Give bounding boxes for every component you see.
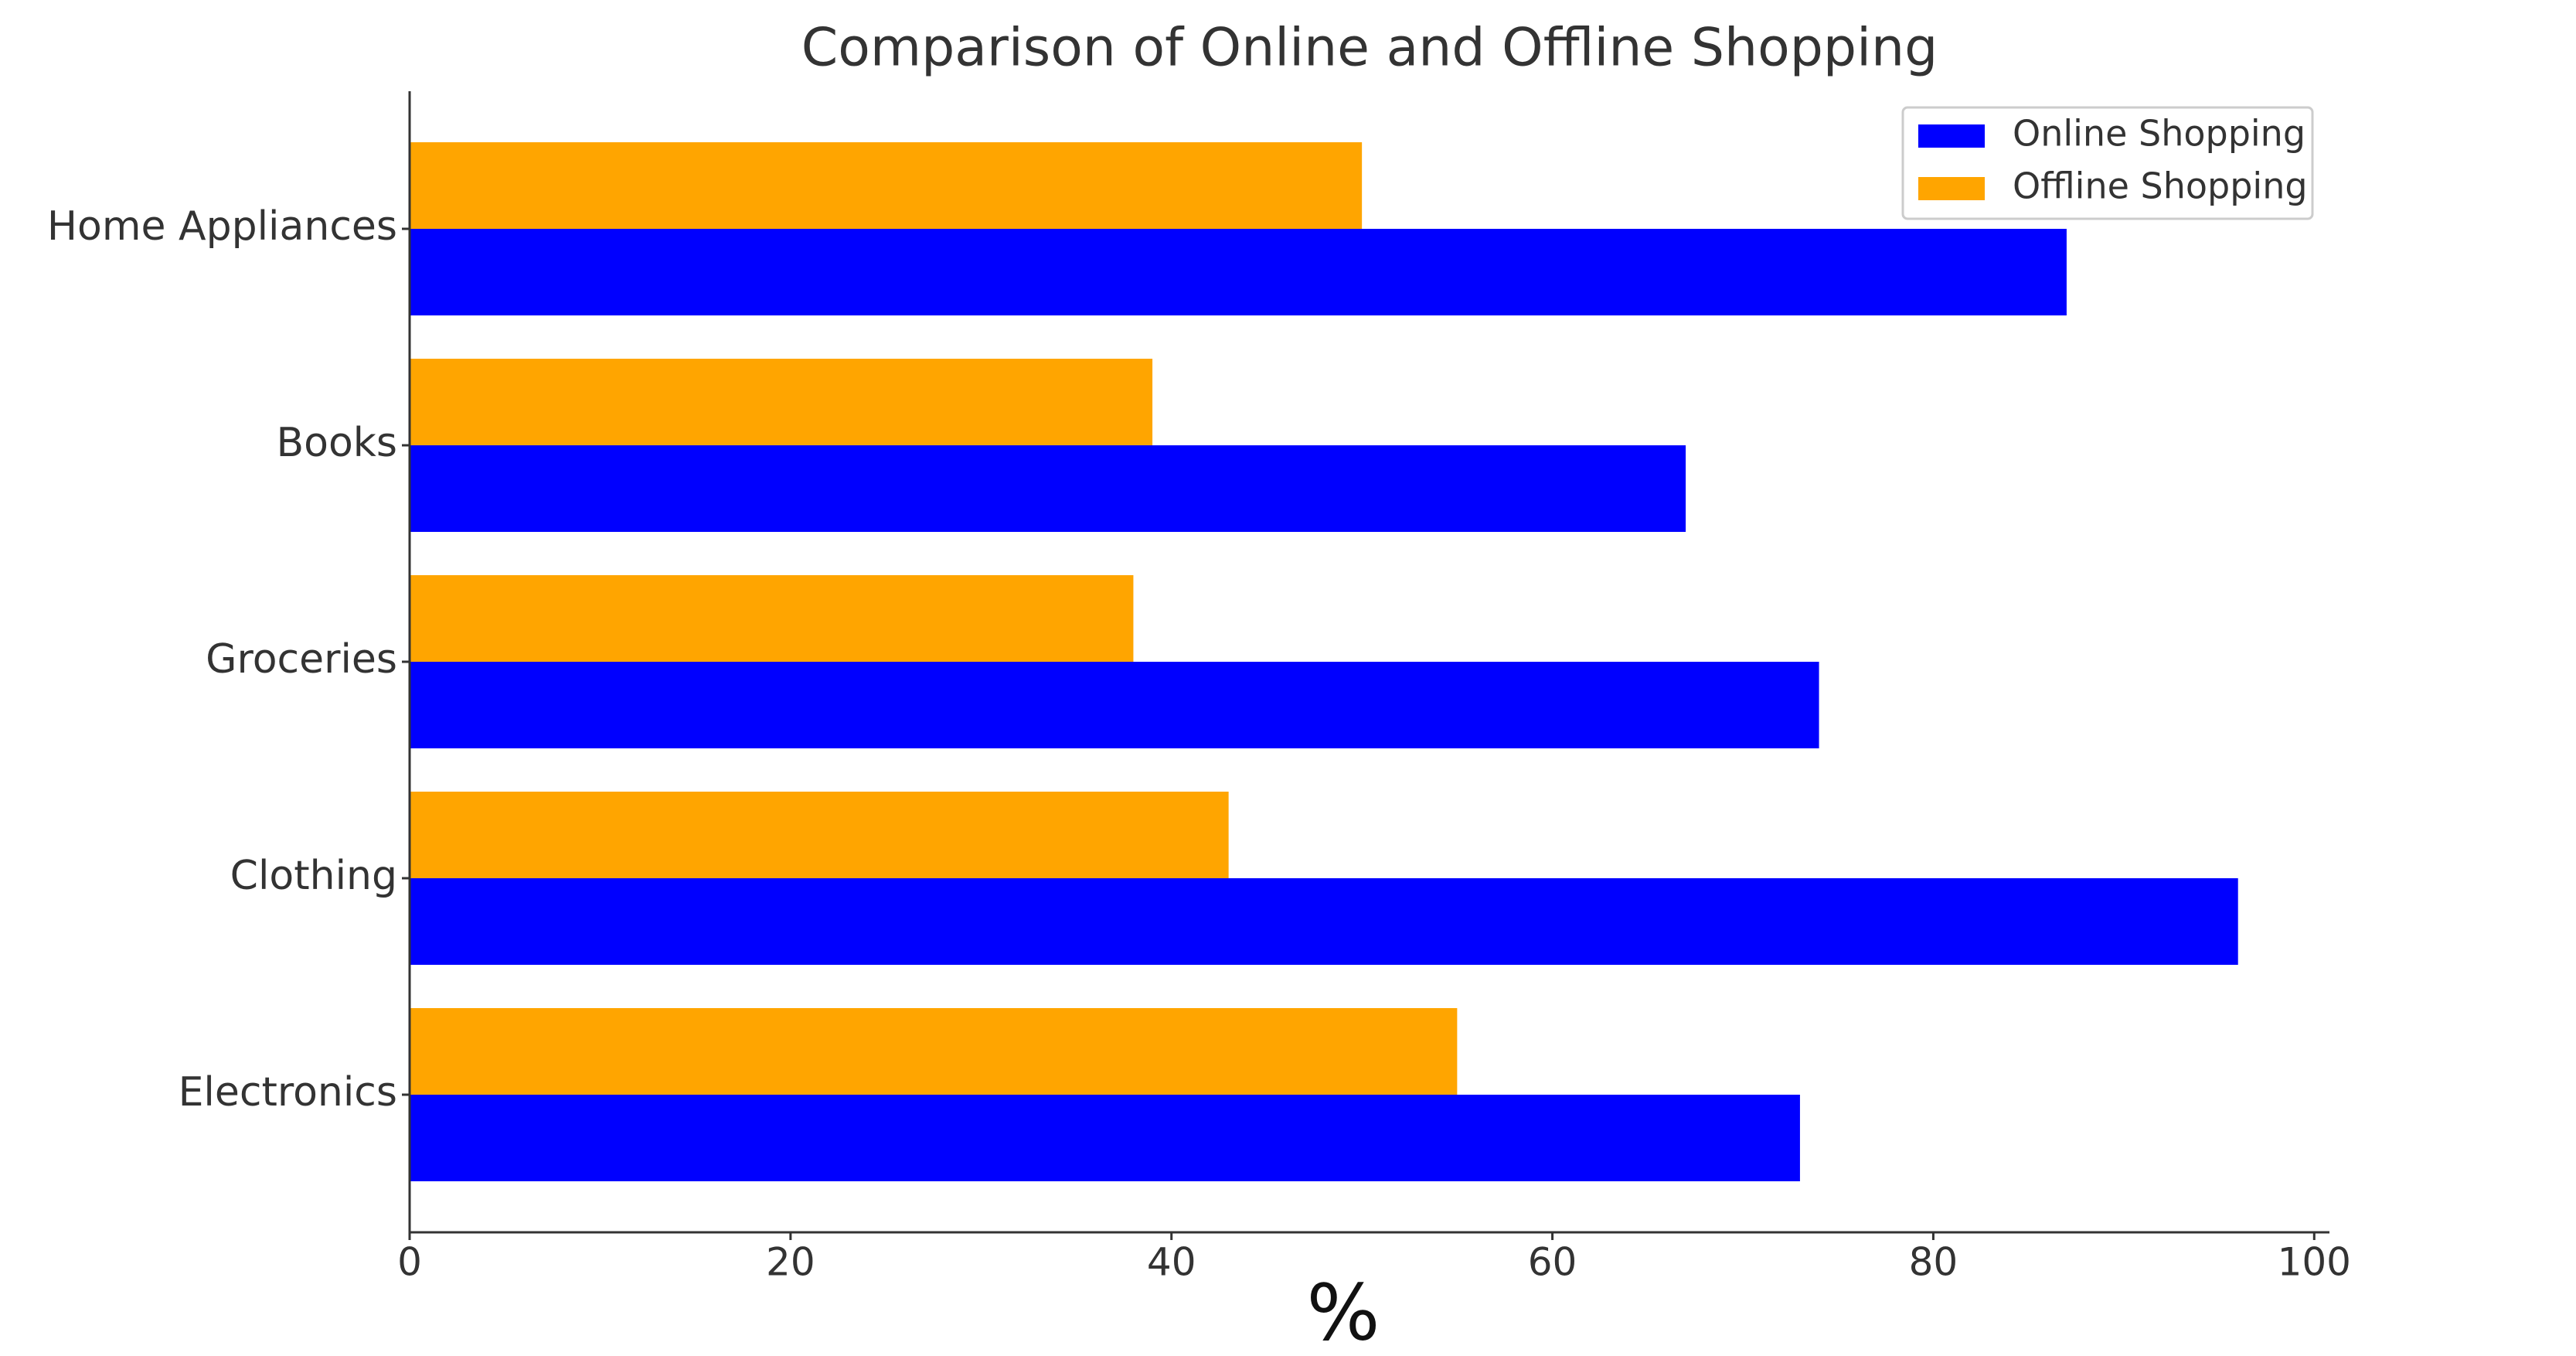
y-tick-label: Groceries [206, 636, 397, 683]
bar [410, 575, 1134, 662]
y-tick-label: Books [276, 420, 397, 466]
y-tick-label: Home Appliances [47, 203, 397, 250]
x-tick-label: 80 [1909, 1240, 1958, 1285]
y-tick-label: Clothing [230, 853, 397, 899]
x-tick-label: 0 [397, 1240, 422, 1285]
x-axis-label: % [1306, 1267, 1380, 1356]
bar [410, 1095, 1800, 1181]
bar [410, 1008, 1458, 1095]
legend-swatch [1918, 124, 1985, 148]
legend-label: Online Shopping [2013, 113, 2305, 155]
bar [410, 878, 2238, 965]
bar [410, 792, 1229, 878]
bar [410, 229, 2067, 315]
chart-title: Comparison of Online and Offline Shoppin… [801, 18, 1938, 79]
y-tick-label: Electronics [179, 1069, 397, 1116]
bar [410, 142, 1363, 229]
legend-swatch [1918, 177, 1985, 200]
bar [410, 445, 1686, 532]
x-tick-label: 100 [2278, 1240, 2351, 1285]
bar [410, 359, 1153, 445]
x-tick-label: 40 [1147, 1240, 1196, 1285]
x-tick-label: 20 [766, 1240, 815, 1285]
bar [410, 662, 1819, 748]
x-tick-label: 60 [1528, 1240, 1577, 1285]
legend-box [1901, 106, 2314, 220]
legend-label: Offline Shopping [2013, 165, 2308, 207]
